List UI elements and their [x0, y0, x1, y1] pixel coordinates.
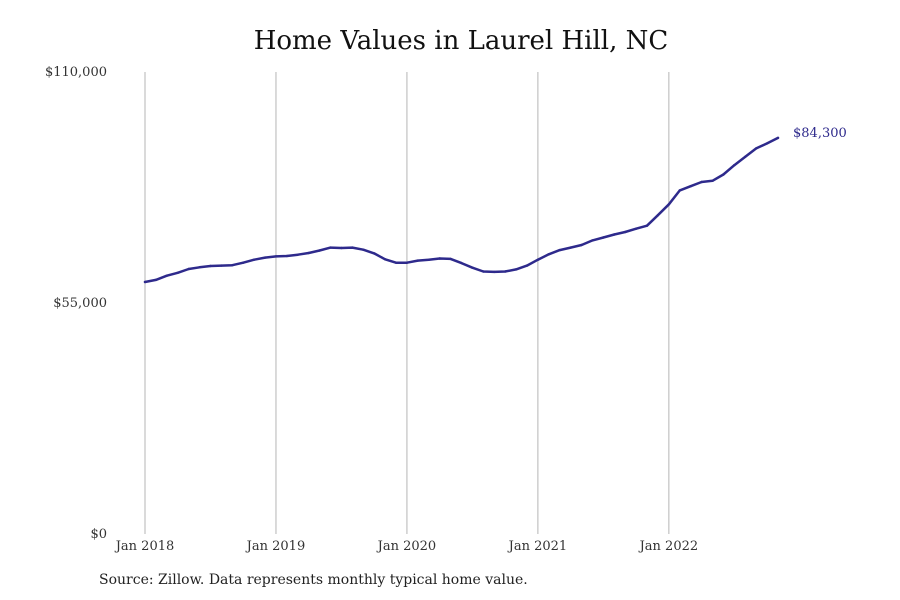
series-line	[143, 136, 780, 284]
data-point	[318, 249, 321, 252]
data-point	[634, 227, 638, 230]
x-tick-label: Jan 2019	[245, 539, 306, 554]
data-point	[722, 173, 725, 176]
data-point	[547, 253, 550, 256]
series-layer: $84,300	[143, 126, 847, 284]
data-point	[602, 236, 605, 239]
data-point	[242, 261, 245, 264]
data-point	[383, 258, 387, 261]
data-point	[438, 257, 441, 260]
y-tick-label: $55,000	[53, 296, 107, 311]
data-point	[525, 264, 529, 267]
data-point	[307, 251, 310, 255]
end-value-label: $84,300	[793, 126, 847, 141]
data-point	[700, 180, 703, 184]
data-point	[656, 214, 660, 217]
data-point	[394, 261, 398, 264]
data-point	[558, 248, 561, 252]
data-point	[187, 267, 190, 271]
data-point	[471, 266, 474, 269]
data-point	[536, 258, 540, 261]
gridlines	[144, 72, 670, 534]
x-axis-ticks: Jan 2018 Jan 2019 Jan 2020 Jan 2021 Jan 2022	[114, 539, 698, 554]
x-tick-label: Jan 2022	[638, 539, 699, 554]
data-point	[580, 243, 583, 247]
data-point	[733, 164, 736, 167]
data-point	[482, 270, 485, 273]
data-point	[569, 246, 572, 249]
data-point	[329, 246, 332, 249]
y-tick-label: $0	[90, 527, 107, 542]
source-note: Source: Zillow. Data represents monthly …	[99, 572, 528, 588]
data-point	[514, 268, 518, 271]
data-point	[373, 252, 376, 255]
x-tick-label: Jan 2021	[507, 539, 568, 554]
data-point	[427, 258, 430, 261]
data-point	[340, 246, 343, 250]
data-point	[274, 255, 278, 258]
y-axis-ticks: $0 $55,000 $110,000	[45, 65, 107, 542]
data-point	[678, 189, 681, 192]
data-point	[231, 264, 234, 267]
data-point	[613, 233, 616, 236]
data-point	[296, 253, 299, 256]
data-point	[493, 270, 496, 274]
data-point	[667, 203, 671, 206]
data-point	[362, 248, 365, 251]
data-point	[263, 256, 267, 259]
data-point	[176, 271, 179, 274]
data-point	[351, 246, 354, 249]
data-point	[416, 259, 419, 262]
data-point	[405, 261, 409, 264]
x-tick-label: Jan 2020	[376, 539, 437, 554]
data-point	[449, 257, 452, 261]
y-tick-label: $110,000	[45, 65, 107, 80]
data-point	[285, 254, 289, 258]
data-point	[645, 224, 649, 227]
data-point	[460, 261, 463, 265]
data-point	[711, 179, 714, 182]
chart-title: Home Values in Laurel Hill, NC	[253, 26, 669, 56]
data-point	[165, 274, 168, 277]
data-point	[209, 264, 212, 268]
data-point	[624, 230, 627, 234]
data-point	[252, 258, 256, 261]
data-point	[591, 239, 594, 242]
data-point	[154, 278, 158, 282]
data-point	[198, 266, 201, 269]
x-tick-label: Jan 2018	[114, 539, 175, 554]
data-point	[765, 142, 769, 145]
data-point	[755, 147, 758, 150]
data-point	[220, 264, 223, 267]
data-point	[504, 270, 507, 273]
data-point	[744, 155, 747, 158]
data-point	[143, 280, 147, 284]
data-point	[689, 185, 692, 188]
data-point	[776, 136, 780, 140]
